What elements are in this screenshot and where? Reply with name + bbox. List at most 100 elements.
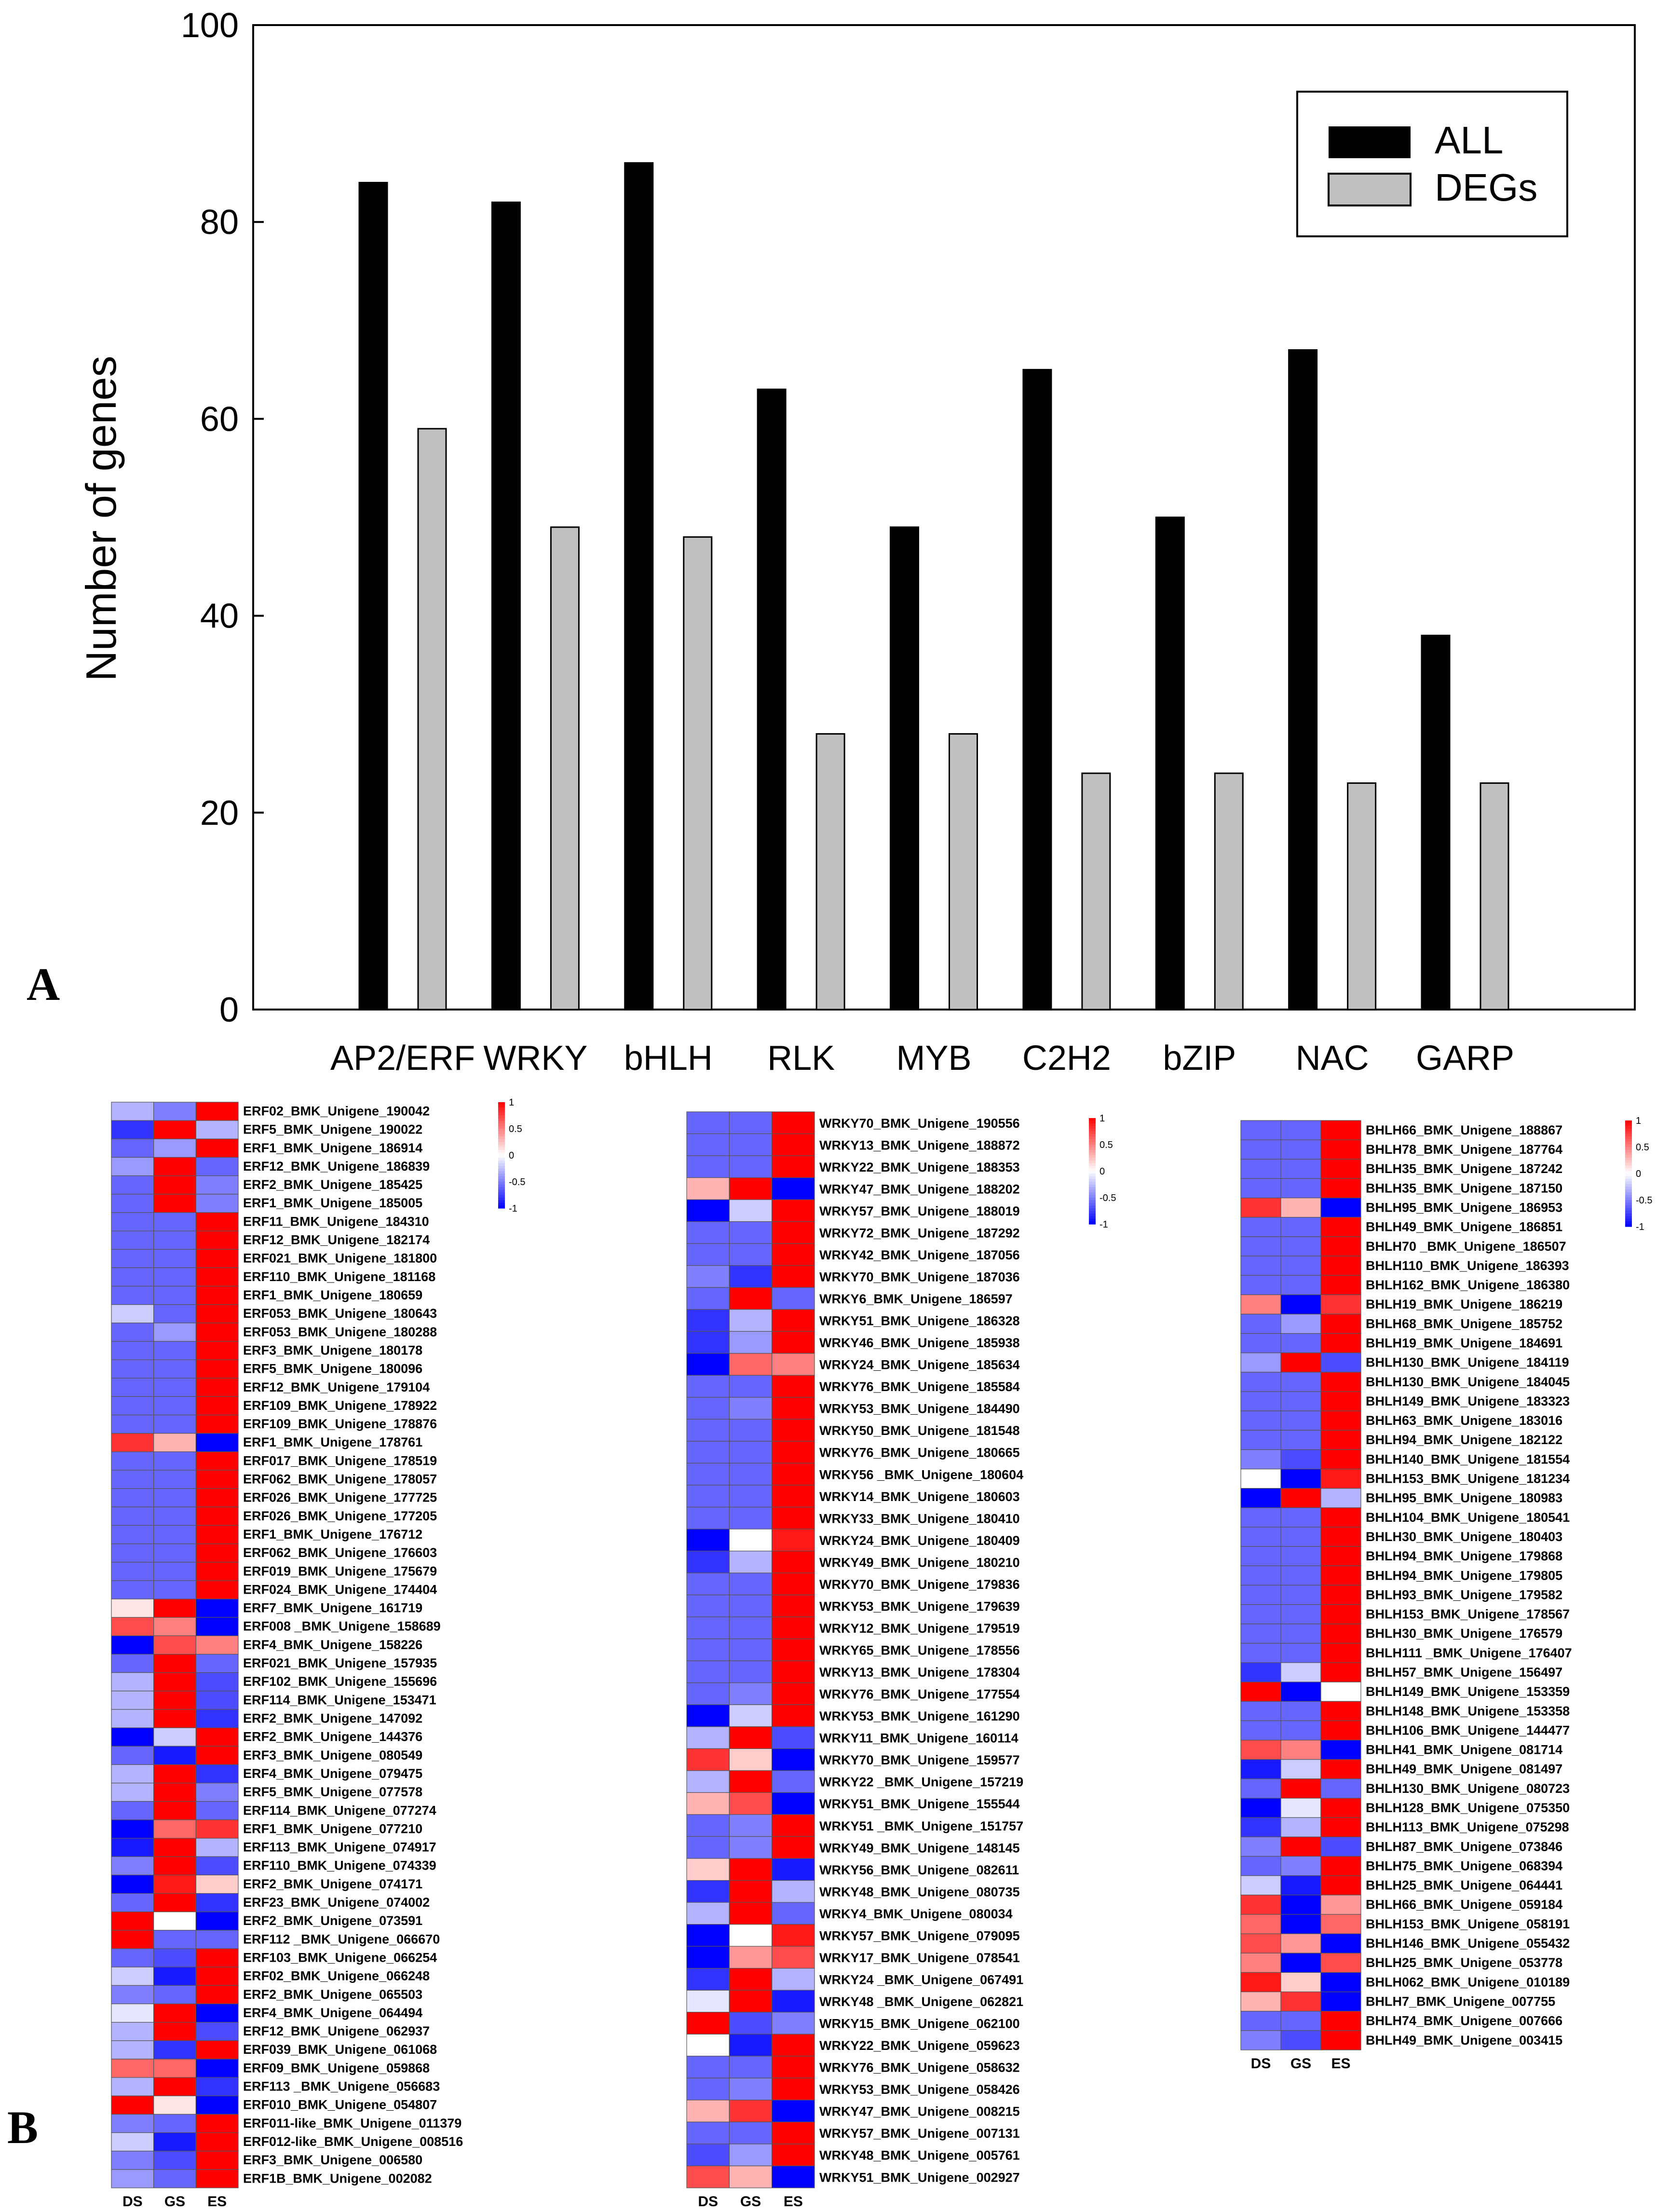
y-tick-label: 0 xyxy=(219,991,239,1029)
heatmap-cell xyxy=(729,2034,773,2057)
heatmap-row-label: ERF110_BMK_Unigene_074339 xyxy=(243,1858,436,1873)
color-scale-segment xyxy=(1089,1145,1096,1148)
color-scale-segment xyxy=(498,1110,505,1113)
heatmap-cell xyxy=(1280,1449,1321,1470)
color-scale-segment xyxy=(1625,1160,1632,1163)
heatmap-cell xyxy=(729,2121,773,2144)
bar-chart-axes: 0 20 40 60 80 100 AP2/ERF WRKY bHLH RLK MYB C2H2 bZI… xyxy=(181,6,1636,1076)
heatmap-cell xyxy=(729,1946,773,1969)
color-scale-segment xyxy=(1625,1123,1632,1126)
heatmap-cell xyxy=(1320,1584,1361,1605)
color-scale-segment xyxy=(1625,1149,1632,1153)
heatmap-row-label: BHLH130_BMK_Unigene_080723 xyxy=(1366,1781,1570,1796)
heatmap-cell xyxy=(772,1770,815,1793)
color-scale-segment xyxy=(1089,1221,1096,1225)
heatmap-cell xyxy=(729,1309,773,1332)
heatmap-cell xyxy=(1280,1895,1321,1915)
color-scale-segment xyxy=(498,1123,505,1127)
heatmap-cell xyxy=(195,1727,239,1747)
color-scale-tick: 0.5 xyxy=(1100,1140,1113,1150)
color-scale-segment xyxy=(1625,1133,1632,1137)
heatmap-cell xyxy=(772,2077,815,2101)
heatmap-cell xyxy=(686,1858,730,1881)
heatmap-column-label: GS xyxy=(1290,2056,1311,2072)
heatmap-cell xyxy=(686,1221,730,1244)
heatmap-cell xyxy=(729,1704,773,1727)
heatmap-cell xyxy=(686,2056,730,2078)
heatmap-cell xyxy=(686,1616,730,1639)
heatmap-cell xyxy=(1240,1836,1281,1857)
heatmap-cell xyxy=(195,1212,239,1231)
bar-degs xyxy=(1214,772,1244,1010)
heatmap-cell xyxy=(729,1111,773,1134)
color-scale-segment xyxy=(1625,1128,1632,1132)
heatmap-row-label: BHLH94_BMK_Unigene_182122 xyxy=(1366,1433,1562,1447)
heatmap-cell xyxy=(729,1155,773,1178)
heatmap-cell xyxy=(686,1177,730,1200)
heatmap-cell xyxy=(686,1155,730,1178)
heatmap-cell xyxy=(111,1102,154,1121)
color-scale-segment xyxy=(1089,1174,1096,1177)
color-scale-segment xyxy=(498,1126,505,1129)
heatmap-cell xyxy=(1240,1139,1281,1160)
heatmap-column-label: ES xyxy=(784,2194,803,2210)
heatmap-cell xyxy=(1320,1720,1361,1741)
heatmap-row-label: ERF109_BMK_Unigene_178876 xyxy=(243,1417,437,1431)
heatmap-row-label: WRKY72_BMK_Unigene_187292 xyxy=(819,1226,1020,1240)
heatmap-row-label: BHLH70 _BMK_Unigene_186507 xyxy=(1366,1239,1566,1254)
heatmap-cell xyxy=(195,1598,239,1618)
color-scale-segment xyxy=(1089,1158,1096,1161)
heatmap-cell xyxy=(1240,1236,1281,1256)
heatmap-cell xyxy=(729,1880,773,1903)
heatmap-cell xyxy=(195,1709,239,1728)
heatmap-cell xyxy=(1320,2011,1361,2031)
heatmap-cell xyxy=(111,1414,154,1434)
heatmap-cell xyxy=(1280,1875,1321,1896)
heatmap-row-label: WRKY47_BMK_Unigene_188202 xyxy=(819,1182,1020,1196)
heatmap-cell xyxy=(195,2040,239,2060)
heatmap-row-label: BHLH94_BMK_Unigene_179805 xyxy=(1366,1568,1562,1583)
color-scale-segment xyxy=(498,1107,505,1111)
heatmap-cell xyxy=(1280,1972,1321,1993)
bar-degs xyxy=(815,733,845,1010)
x-tick-label: AP2/ERF xyxy=(330,1039,475,1076)
heatmap-cell xyxy=(1280,1507,1321,1528)
heatmap-cell xyxy=(153,1691,196,1710)
heatmap-cell xyxy=(1240,1178,1281,1199)
heatmap-cell xyxy=(195,2003,239,2023)
heatmap-cell xyxy=(111,1783,154,1802)
heatmap-row-label: ERF7_BMK_Unigene_161719 xyxy=(243,1601,422,1615)
heatmap-cell xyxy=(111,1138,154,1158)
heatmap-cell xyxy=(772,1990,815,2013)
heatmap-cell xyxy=(111,1285,154,1305)
heatmap-cell xyxy=(153,1543,196,1563)
heatmap-cell xyxy=(153,2077,196,2096)
color-scale-segment xyxy=(498,1176,505,1180)
heatmap-cell xyxy=(686,2034,730,2057)
heatmap-cell xyxy=(111,2022,154,2041)
heatmap-row-label: WRKY47_BMK_Unigene_008215 xyxy=(819,2104,1020,2119)
heatmap-cell xyxy=(772,1331,815,1354)
color-scale-segment xyxy=(1089,1147,1096,1150)
heatmap-cell xyxy=(1280,1313,1321,1334)
heatmap-cell xyxy=(686,1946,730,1969)
heatmap-row-label: BHLH49_BMK_Unigene_186851 xyxy=(1366,1220,1562,1234)
heatmap-cell xyxy=(686,1704,730,1727)
bar-all xyxy=(1022,369,1052,1010)
heatmap-cell xyxy=(1240,1817,1281,1837)
heatmap-cell xyxy=(1280,1333,1321,1353)
color-scale-segment xyxy=(1625,1131,1632,1134)
heatmap-cell xyxy=(729,1595,773,1617)
color-scale-segment xyxy=(1625,1192,1632,1195)
heatmap-cell xyxy=(772,1506,815,1529)
heatmap-cell xyxy=(1240,1798,1281,1818)
color-scale-segment xyxy=(1089,1200,1096,1203)
heatmap-cell xyxy=(195,2132,239,2152)
heatmap-cell xyxy=(111,1838,154,1857)
heatmap-cell xyxy=(729,1770,773,1793)
bar-all xyxy=(624,162,654,1010)
heatmap-row-label: BHLH110_BMK_Unigene_186393 xyxy=(1366,1258,1569,1273)
heatmap-cell xyxy=(111,1562,154,1581)
heatmap-column-label: ES xyxy=(1331,2056,1350,2072)
